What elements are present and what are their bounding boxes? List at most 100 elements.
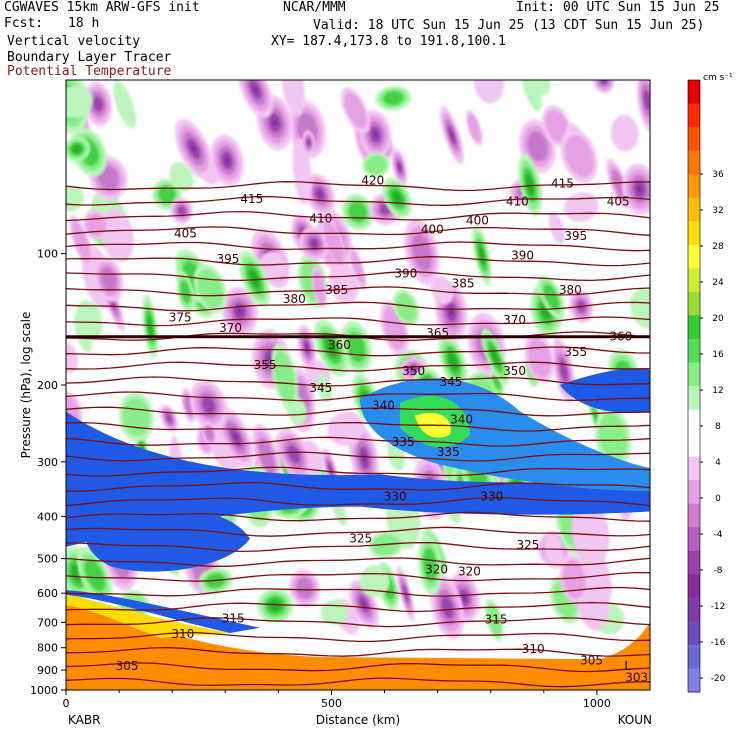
downdraft-cell [191, 145, 197, 153]
colorbar-label: 12 [712, 386, 723, 396]
theta-contour-label: 310 [171, 627, 194, 641]
updraft-cell [423, 547, 437, 582]
model-title: CGWAVES 15km ARW-GFS init [4, 0, 200, 15]
colorbar-swatch [688, 574, 700, 599]
field-layer [66, 80, 650, 690]
updraft-cell [487, 603, 502, 637]
low-annotation: L [624, 659, 631, 673]
forecast-label: Fcst: [4, 16, 44, 31]
theta-contour-label: 330 [480, 489, 503, 503]
theta-contour-label: 410 [506, 195, 529, 209]
updraft-cell [395, 293, 417, 322]
center-label: NCAR/MMM [283, 0, 346, 15]
downdraft-cell [318, 191, 322, 197]
downdraft-cell [93, 96, 103, 112]
downdraft-cell [233, 433, 239, 441]
updraft-cell [158, 185, 176, 204]
theta-contour-label: 405 [607, 195, 630, 209]
theta-contour-line [66, 346, 650, 357]
downdraft-cell [559, 359, 568, 382]
colorbar-swatch [688, 221, 700, 246]
theta-contour-label: 370 [503, 313, 526, 327]
theta-contour-label: 340 [450, 413, 473, 427]
downdraft-cell [461, 594, 466, 601]
updraft-cell [169, 161, 194, 192]
theta-contour-line [66, 286, 650, 297]
theta-contour-label: 400 [466, 214, 489, 228]
theta-contour-line [66, 586, 650, 597]
valid-time: Valid: 18 UTC Sun 15 Jun 25 (13 CDT Sun … [313, 18, 705, 33]
theta-contour-label: 320 [425, 563, 448, 577]
downdraft-cell [373, 131, 378, 138]
updraft-cell [72, 144, 82, 154]
downdraft-cell [253, 86, 258, 93]
theta-contour-line [66, 391, 650, 402]
theta-contour-line [66, 361, 650, 372]
colorbar-swatch [688, 503, 700, 528]
colorbar-swatch [688, 174, 700, 199]
theta-contour-label: 380 [559, 283, 582, 297]
colorbar-swatch [688, 362, 700, 387]
theta-contour-line [66, 511, 650, 522]
theta-contour-label: 395 [216, 252, 239, 266]
theta-contour-label: 315 [222, 611, 245, 625]
theta-contour-line [66, 481, 650, 492]
left-station-label: KABR [68, 713, 100, 727]
y-tick-label: 600 [37, 587, 58, 600]
colorbar-swatch [688, 409, 700, 434]
y-tick-label: 100 [37, 248, 58, 261]
downdraft-cell [292, 138, 312, 205]
downdraft-cell [224, 157, 229, 164]
colorbar-swatch [688, 456, 700, 481]
downdraft-cell [449, 308, 454, 316]
colorbar-label: 16 [712, 350, 724, 360]
colorbar-swatch [688, 80, 700, 105]
x-axis-label: Distance (km) [316, 713, 400, 727]
theta-contour-line [66, 436, 650, 447]
y-axis: 100 200 300 400 500 600 700 800 900 1000 [30, 248, 66, 697]
theta-contour-line [66, 646, 650, 657]
downdraft-cell [610, 114, 639, 152]
theta-contour-line [66, 541, 650, 553]
colorbar-label: 32 [712, 206, 723, 216]
colorbar-label: -16 [711, 638, 726, 648]
downdraft-cell [100, 266, 117, 293]
downdraft-cell [177, 206, 186, 216]
theta-contour-line [66, 316, 650, 327]
theta-contour-line [66, 617, 650, 628]
downdraft-cell [564, 135, 594, 177]
cross-section-coordinates: XY= 187.4,173.8 to 191.8,100.1 [271, 34, 506, 49]
downdraft-cell [205, 426, 214, 441]
colorbar-swatch [688, 644, 700, 669]
theta-contour-line [66, 632, 650, 643]
right-tracer-plume [560, 368, 650, 413]
theta-contour-label: 385 [452, 276, 475, 290]
theta-contour-label: 320 [458, 564, 481, 578]
updraft-cell [543, 284, 559, 310]
elevated-tracer-plume [66, 411, 650, 547]
colorbar-swatch [688, 244, 700, 269]
theta-contour-label: 390 [394, 266, 417, 280]
colorbar-swatch [688, 433, 700, 458]
theta-contour-label: 360 [328, 338, 351, 352]
downdraft-cell [643, 89, 650, 111]
theta-contour-label: 400 [421, 222, 444, 236]
theta-contour-line [66, 466, 650, 477]
updraft-cell [274, 351, 296, 403]
theta-contour-label: 405 [174, 227, 197, 241]
theta-contour-label: 345 [309, 381, 332, 395]
colorbar: 36 32 28 24 20 16 12 8 4 0 -4 -8 -12 -16 -20 [687, 79, 726, 693]
updraft-cell [269, 599, 282, 612]
colorbar-swatch [688, 315, 700, 340]
theta-contour-line [66, 241, 650, 252]
downdraft-cell [441, 596, 453, 619]
updraft-cell [249, 269, 260, 289]
theta-contour-label: 395 [564, 229, 587, 243]
theta-contour-label: 380 [283, 292, 306, 306]
theta-contour-label: 330 [384, 489, 407, 503]
theta-contour-label: 410 [309, 211, 332, 225]
theta-contour-label: 360 [609, 330, 632, 344]
colorbar-swatch [688, 150, 700, 175]
theta-contour-label: 310 [522, 642, 545, 656]
